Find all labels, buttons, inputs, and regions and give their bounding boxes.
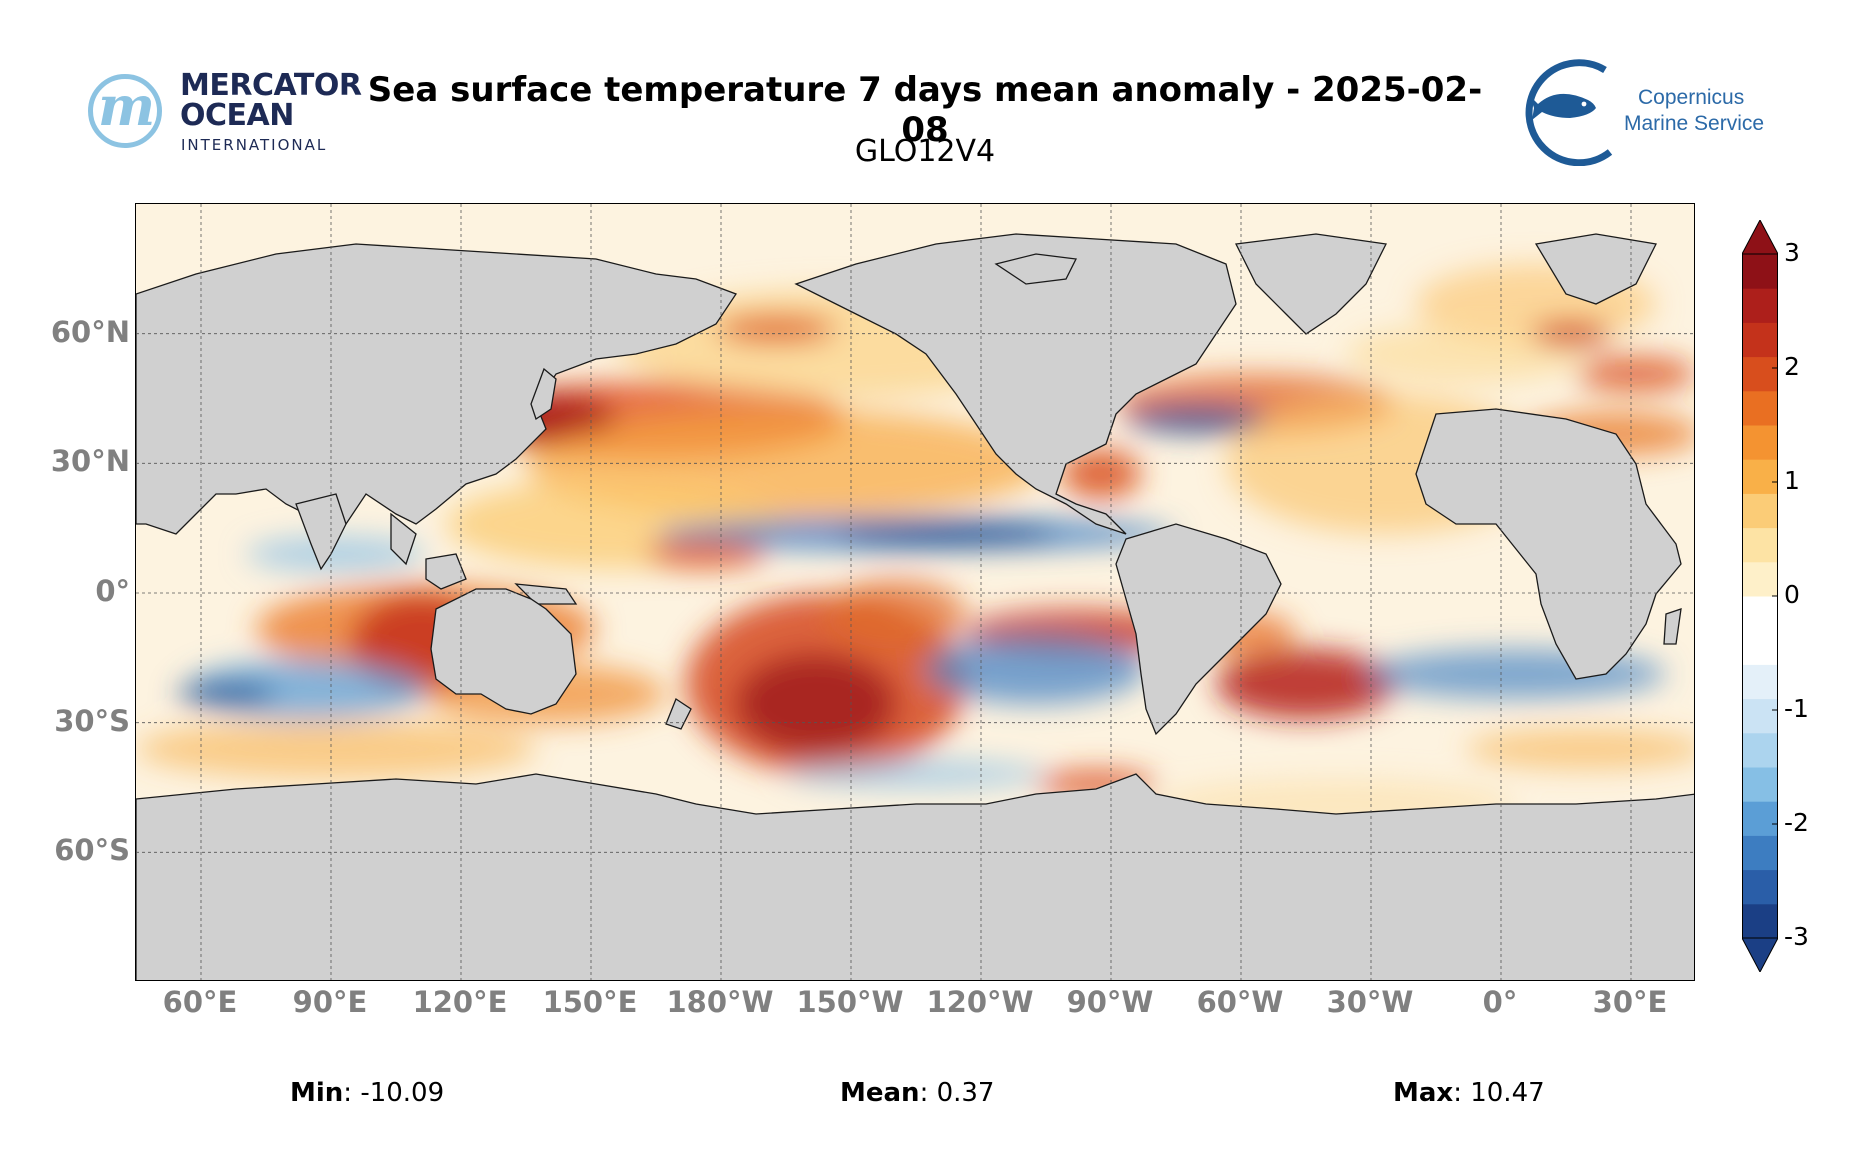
madagascar-land bbox=[1663, 608, 1682, 645]
colorbar-tick-label: 0 bbox=[1784, 580, 1800, 609]
colorbar-tick-label: -2 bbox=[1784, 808, 1809, 837]
colorbar-segment bbox=[1742, 903, 1778, 939]
scandinavia-land bbox=[1534, 233, 1657, 305]
new-zealand-land bbox=[665, 698, 692, 730]
lon-tick-label: 0° bbox=[1482, 985, 1518, 1019]
lon-tick-label: 150°W bbox=[796, 985, 904, 1019]
colorbar-tick-label: 1 bbox=[1784, 466, 1800, 495]
mercator-logo: m MERCATOR OCEAN INTERNATIONAL bbox=[88, 68, 368, 168]
colorbar-segment bbox=[1742, 869, 1778, 905]
colorbar-segment bbox=[1742, 630, 1778, 665]
mercator-m-letter-icon: m bbox=[98, 74, 156, 138]
fish-logo-icon bbox=[1525, 59, 1613, 166]
australia-land bbox=[430, 588, 577, 715]
lat-tick-label: 30°N bbox=[50, 444, 130, 479]
lon-tick-label: 120°W bbox=[926, 985, 1034, 1019]
lon-tick-label: 30°E bbox=[1592, 985, 1668, 1019]
africa-land bbox=[1415, 408, 1682, 680]
lon-tick-label: 60°W bbox=[1196, 985, 1284, 1019]
antarctica-land bbox=[136, 773, 1694, 980]
colorbar-segment bbox=[1742, 835, 1778, 871]
stat-min-value: : -10.09 bbox=[343, 1078, 445, 1108]
colorbar-extend-min bbox=[1742, 937, 1778, 972]
lat-tick-label: 0° bbox=[95, 574, 130, 608]
map-canvas bbox=[136, 204, 1694, 980]
map-subtitle: GLO12V4 bbox=[854, 134, 996, 169]
colorbar-segment bbox=[1742, 527, 1778, 563]
eurasia-land bbox=[136, 243, 737, 546]
colorbar-segment bbox=[1742, 664, 1778, 700]
copernicus-logo: Copernicus Marine Service bbox=[1510, 56, 1790, 166]
colorbar-segment bbox=[1742, 390, 1778, 426]
lon-tick-label: 90°W bbox=[1066, 985, 1154, 1019]
copernicus-logo-line1: Copernicus bbox=[1638, 86, 1745, 109]
stat-min: Min: -10.09 bbox=[290, 1078, 444, 1108]
lon-tick-label: 150°E bbox=[542, 985, 638, 1019]
colorbar-segment bbox=[1742, 596, 1778, 631]
mercator-logo-line2: OCEAN bbox=[180, 98, 294, 133]
colorbar-tick-label: 3 bbox=[1784, 238, 1800, 267]
map-title: Sea surface temperature 7 days mean anom… bbox=[367, 70, 1483, 150]
colorbar-extend-max bbox=[1742, 220, 1778, 255]
lat-tick-label: 60°S bbox=[54, 833, 130, 868]
borneo-land bbox=[425, 553, 467, 590]
greenland-land bbox=[1235, 233, 1387, 335]
colorbar-segment bbox=[1742, 288, 1778, 323]
colorbar-segment bbox=[1742, 493, 1778, 529]
colorbar-tick-label: -1 bbox=[1784, 694, 1809, 723]
colorbar-segment bbox=[1742, 801, 1778, 836]
stat-max: Max: 10.47 bbox=[1393, 1078, 1545, 1108]
colorbar-tick-label: -3 bbox=[1784, 922, 1809, 951]
mercator-m-logo-icon bbox=[88, 74, 162, 148]
indochina-land bbox=[390, 512, 417, 566]
japan-land bbox=[530, 367, 557, 421]
stat-mean-value: : 0.37 bbox=[919, 1078, 995, 1108]
mercator-logo-line1: MERCATOR bbox=[180, 68, 362, 103]
colorbar bbox=[1742, 220, 1778, 972]
colorbar-segment bbox=[1742, 322, 1778, 358]
lat-tick-label: 60°N bbox=[50, 314, 130, 349]
stat-max-value: : 10.47 bbox=[1453, 1078, 1545, 1108]
colorbar-segment bbox=[1742, 561, 1778, 597]
stat-min-label: Min bbox=[290, 1078, 344, 1108]
arctic-islands-land bbox=[994, 253, 1077, 285]
colorbar-segment bbox=[1742, 254, 1778, 289]
map-grid bbox=[136, 204, 1694, 980]
lon-tick-label: 180°W bbox=[666, 985, 774, 1019]
colorbar-segment bbox=[1742, 459, 1778, 494]
colorbar-segment bbox=[1742, 767, 1778, 802]
south-america-land bbox=[1115, 523, 1282, 736]
colorbar-segment bbox=[1742, 356, 1778, 392]
north-america-land bbox=[794, 233, 1237, 535]
lat-tick-label: 30°S bbox=[54, 703, 130, 738]
sst-anomaly-map[interactable] bbox=[135, 203, 1695, 981]
colorbar-segment bbox=[1742, 732, 1778, 768]
mercator-logo-line3: INTERNATIONAL bbox=[181, 136, 328, 154]
stat-mean-label: Mean bbox=[840, 1078, 920, 1108]
stat-mean: Mean: 0.37 bbox=[840, 1078, 994, 1108]
lon-tick-label: 60°E bbox=[162, 985, 238, 1019]
land-masses bbox=[136, 233, 1694, 980]
lon-tick-label: 90°E bbox=[292, 985, 368, 1019]
lon-tick-label: 120°E bbox=[412, 985, 508, 1019]
lon-tick-label: 30°W bbox=[1326, 985, 1414, 1019]
copernicus-logo-line2: Marine Service bbox=[1624, 112, 1765, 135]
colorbar-segment bbox=[1742, 698, 1778, 734]
colorbar-tick-label: 2 bbox=[1784, 352, 1800, 381]
stat-max-label: Max bbox=[1393, 1078, 1454, 1108]
colorbar-segment bbox=[1742, 425, 1778, 460]
